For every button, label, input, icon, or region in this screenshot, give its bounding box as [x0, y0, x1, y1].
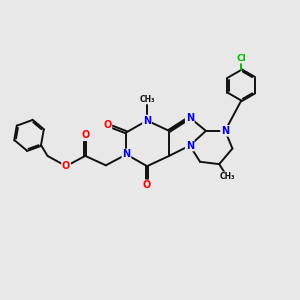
Text: CH₃: CH₃: [139, 95, 155, 104]
Text: N: N: [221, 126, 229, 136]
Text: CH₃: CH₃: [219, 172, 235, 181]
Text: N: N: [186, 112, 194, 123]
Text: O: O: [103, 120, 111, 130]
Text: O: O: [62, 161, 70, 171]
Text: N: N: [122, 149, 130, 159]
Text: O: O: [81, 130, 89, 140]
Text: N: N: [186, 141, 194, 151]
Text: O: O: [143, 180, 151, 190]
Text: Cl: Cl: [236, 54, 246, 63]
Text: N: N: [143, 116, 151, 126]
